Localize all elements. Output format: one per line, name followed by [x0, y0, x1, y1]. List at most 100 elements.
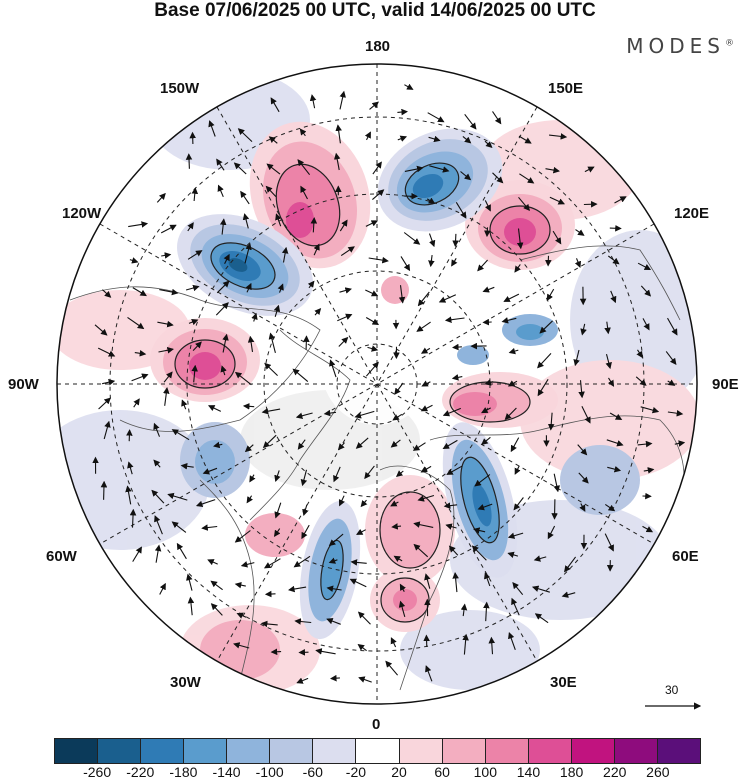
wind-vector	[484, 140, 493, 149]
wind-vector	[339, 287, 352, 294]
wind-vector	[534, 613, 549, 624]
colorbar-segment	[571, 739, 615, 763]
wind-vector	[665, 351, 677, 365]
colorbar-segment	[399, 739, 443, 763]
wind-vector	[297, 159, 311, 176]
wind-vector	[501, 317, 517, 324]
wind-vector	[288, 585, 307, 593]
wind-vector	[390, 439, 401, 448]
contour-lines	[174, 162, 551, 623]
wind-vector	[213, 441, 223, 449]
wind-vector	[153, 459, 161, 468]
wind-vector	[604, 533, 614, 552]
wind-vector	[237, 128, 253, 142]
wind-vector	[492, 172, 504, 184]
colorbar-segment	[98, 739, 142, 763]
wind-vector	[580, 323, 587, 336]
wind-vector	[274, 502, 282, 519]
wind-vector	[606, 439, 624, 447]
wind-vector	[208, 120, 216, 137]
wind-vector	[265, 185, 277, 197]
wind-vector	[270, 97, 280, 113]
wind-vector	[403, 232, 421, 245]
wind-vector	[187, 250, 203, 260]
wind-vector	[674, 440, 686, 447]
wind-vector	[452, 233, 459, 248]
wind-vector	[460, 171, 472, 181]
wind-vector	[125, 485, 132, 505]
wind-vector	[398, 285, 406, 304]
wind-vector	[302, 504, 309, 517]
wind-vector	[97, 347, 116, 357]
wind-vector	[339, 90, 346, 110]
wind-vector	[156, 192, 166, 203]
wind-vector	[263, 558, 281, 569]
wind-vector	[275, 213, 282, 227]
wind-vector	[514, 264, 521, 273]
wind-vector	[519, 173, 535, 184]
wind-vector	[249, 474, 256, 483]
wind-vector	[492, 111, 502, 125]
label-lon-120e: 120E	[674, 205, 710, 222]
wind-vector	[397, 135, 408, 142]
wind-vector	[462, 135, 472, 144]
wind-vector	[635, 376, 647, 386]
wind-vectors	[92, 83, 686, 684]
wind-vector	[264, 590, 276, 598]
wind-vector	[424, 573, 431, 589]
wind-vector	[333, 466, 341, 483]
wind-vector	[313, 243, 320, 256]
wind-vector	[636, 349, 643, 359]
wind-vector	[533, 555, 547, 562]
wind-vector	[328, 533, 344, 547]
wind-vector	[328, 557, 338, 564]
wind-vector	[300, 469, 308, 487]
wind-vector	[507, 380, 518, 387]
wind-vector	[417, 494, 435, 502]
wind-vector	[518, 196, 531, 212]
wind-vector	[292, 368, 309, 383]
wind-vector	[452, 572, 459, 593]
wind-vector	[180, 463, 194, 470]
wind-vector	[451, 258, 458, 267]
colorbar-tick-label: -140	[212, 764, 241, 780]
anomaly-background	[57, 70, 697, 695]
wind-vector	[277, 283, 284, 293]
plot-title: Base 07/06/2025 00 UTC, valid 14/06/2025…	[154, 0, 596, 21]
wind-vector	[420, 347, 431, 354]
wind-vector	[390, 637, 397, 648]
wind-vector	[132, 546, 142, 562]
colorbar-segment	[55, 739, 99, 763]
wind-vector	[640, 285, 652, 297]
label-lon-150e: 150E	[548, 80, 584, 97]
wind-vector	[191, 187, 199, 202]
wind-vector	[274, 470, 281, 482]
colorbar-tick-label: 220	[603, 764, 627, 780]
wind-vector	[561, 591, 576, 598]
wind-vector	[349, 578, 367, 588]
wind-vector	[368, 256, 389, 264]
wind-vector	[546, 288, 555, 301]
wind-vector	[273, 304, 281, 317]
wind-vector	[186, 573, 193, 591]
wind-vector	[340, 246, 355, 257]
wind-vector	[604, 503, 616, 512]
colorbar-segment	[528, 739, 572, 763]
label-lon-30e: 30E	[550, 674, 577, 691]
wind-vector	[323, 409, 337, 417]
wind-vector	[503, 293, 520, 302]
wind-vector	[420, 465, 432, 473]
colorbar-tick-label: -60	[302, 764, 323, 780]
colorbar-tick-label: -220	[126, 764, 155, 780]
wind-vector	[273, 528, 281, 538]
wind-vector	[185, 284, 200, 292]
wind-vector	[390, 500, 399, 507]
wind-vector	[471, 545, 487, 561]
wind-vector	[264, 362, 278, 376]
wind-vector	[233, 642, 250, 649]
wind-vector	[481, 407, 491, 414]
wind-vector	[158, 347, 174, 354]
wind-vector	[355, 437, 369, 449]
wind-vector	[372, 161, 382, 175]
brand-name: MODES	[626, 34, 725, 58]
